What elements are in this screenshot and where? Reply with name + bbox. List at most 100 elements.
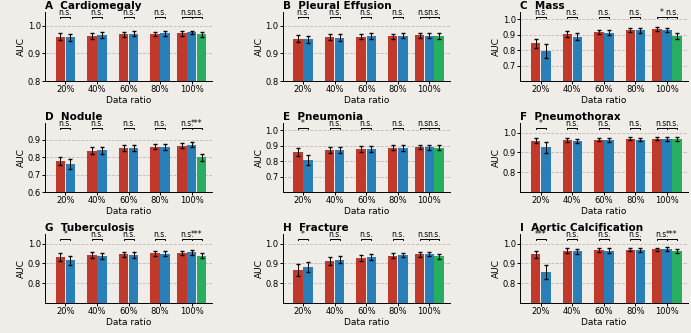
Text: n.s.: n.s. (534, 8, 547, 17)
Bar (66, 164, 75, 192)
Bar (531, 43, 540, 81)
Bar (357, 258, 366, 303)
Text: n.s.: n.s. (296, 8, 310, 17)
Text: n.s.: n.s. (59, 8, 73, 17)
Bar (636, 30, 645, 81)
Bar (335, 150, 344, 192)
Bar (325, 37, 334, 81)
Bar (177, 146, 187, 192)
Text: n.s.: n.s. (91, 230, 104, 239)
Bar (541, 272, 551, 303)
Text: *: * (301, 230, 305, 239)
Text: n.s.: n.s. (565, 119, 579, 128)
Text: n.s.: n.s. (91, 8, 104, 17)
Text: n.s.: n.s. (655, 230, 669, 239)
Bar (388, 36, 397, 81)
Bar (325, 150, 334, 192)
X-axis label: Data ratio: Data ratio (106, 206, 151, 215)
Bar (177, 33, 187, 81)
Bar (531, 141, 540, 192)
Bar (87, 151, 97, 192)
X-axis label: Data ratio: Data ratio (106, 96, 151, 105)
Bar (187, 252, 196, 303)
Bar (66, 37, 75, 81)
Text: H  Fracture: H Fracture (283, 223, 348, 233)
Bar (662, 30, 672, 81)
Bar (129, 148, 138, 192)
Bar (56, 161, 65, 192)
Text: C  Mass: C Mass (520, 1, 565, 11)
Text: n.s.: n.s. (665, 8, 679, 17)
Bar (594, 250, 603, 303)
Text: n.s.: n.s. (597, 230, 611, 239)
Y-axis label: AUC: AUC (255, 37, 264, 56)
Text: n.s.: n.s. (180, 8, 193, 17)
Text: *: * (64, 230, 68, 239)
Text: n.s.: n.s. (359, 120, 373, 129)
Text: D  Nodule: D Nodule (45, 112, 102, 122)
Text: n.s.: n.s. (391, 8, 405, 17)
Bar (425, 147, 434, 192)
Bar (366, 149, 376, 192)
Bar (604, 33, 614, 81)
Text: *: * (539, 119, 542, 128)
Text: n.s.: n.s. (59, 119, 73, 129)
Bar (366, 36, 376, 81)
Text: n.s.: n.s. (597, 119, 611, 128)
Y-axis label: AUC: AUC (17, 37, 26, 56)
Bar (541, 148, 551, 192)
Text: ***: *** (191, 230, 202, 239)
X-axis label: Data ratio: Data ratio (581, 318, 627, 327)
Bar (366, 257, 376, 303)
Bar (293, 152, 303, 192)
Text: n.s.: n.s. (359, 8, 373, 17)
Bar (56, 257, 65, 303)
Bar (531, 254, 540, 303)
Bar (129, 255, 138, 303)
Text: n.s.: n.s. (565, 8, 579, 17)
Text: n.s.: n.s. (565, 230, 579, 239)
Bar (415, 35, 424, 81)
Y-axis label: AUC: AUC (255, 148, 264, 167)
Bar (119, 34, 129, 81)
Text: n.s.: n.s. (391, 230, 405, 239)
Bar (415, 254, 424, 303)
Bar (562, 140, 572, 192)
Bar (160, 147, 170, 192)
Bar (303, 39, 313, 81)
Text: F  Pneumothorax: F Pneumothorax (520, 112, 621, 122)
Bar (435, 36, 444, 81)
Bar (97, 35, 107, 81)
Bar (388, 148, 397, 192)
Bar (119, 254, 129, 303)
Bar (398, 255, 408, 303)
Bar (435, 148, 444, 192)
Text: n.s.: n.s. (655, 119, 669, 128)
Bar (197, 256, 207, 303)
Text: n.s.: n.s. (428, 120, 441, 129)
Text: n.s.: n.s. (417, 8, 431, 17)
Bar (425, 36, 434, 81)
Bar (594, 140, 603, 192)
Text: G  Tuberculosis: G Tuberculosis (45, 223, 134, 233)
Bar (652, 29, 662, 81)
X-axis label: Data ratio: Data ratio (581, 206, 627, 215)
Bar (357, 149, 366, 192)
Bar (562, 250, 572, 303)
X-axis label: Data ratio: Data ratio (581, 96, 627, 105)
Y-axis label: AUC: AUC (493, 37, 502, 56)
Bar (652, 249, 662, 303)
Bar (187, 33, 196, 81)
Bar (625, 30, 635, 81)
Bar (652, 139, 662, 192)
Bar (97, 256, 107, 303)
Bar (303, 160, 313, 192)
X-axis label: Data ratio: Data ratio (106, 318, 151, 327)
Bar (573, 37, 582, 81)
Text: n.s.: n.s. (428, 8, 441, 17)
Text: n.s.: n.s. (328, 120, 341, 129)
Bar (625, 139, 635, 192)
Bar (160, 254, 170, 303)
Text: n.s.: n.s. (391, 120, 405, 129)
Bar (625, 249, 635, 303)
